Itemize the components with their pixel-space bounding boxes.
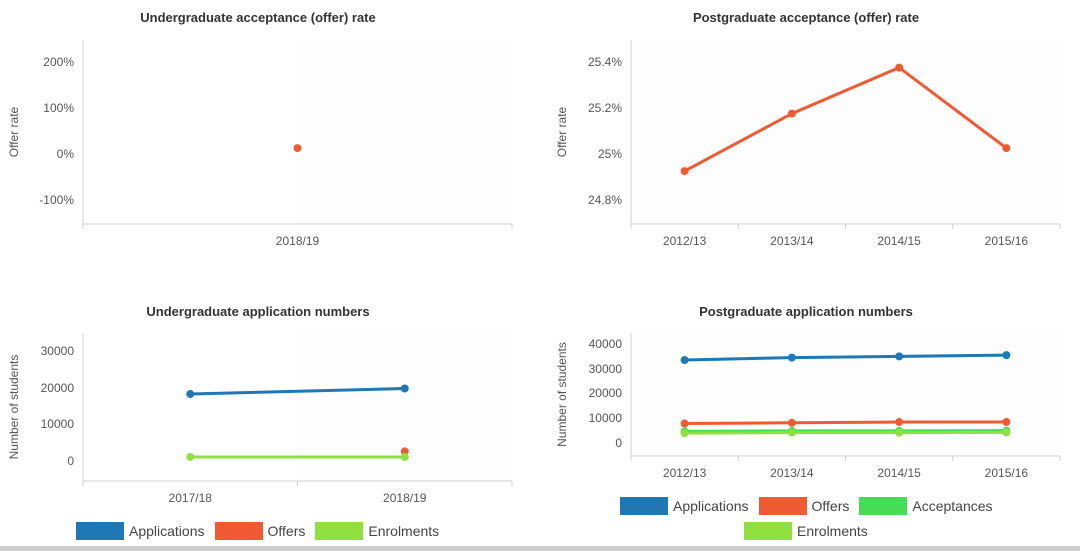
legend-item-offers[interactable]: Offers: [214, 522, 306, 540]
data-point-applications: [400, 384, 409, 393]
data-point-applications: [186, 390, 195, 399]
data-point-applications: [787, 353, 796, 362]
data-point-offers: [1002, 418, 1011, 427]
legend-label: Applications: [673, 498, 749, 514]
data-point-offers: [787, 418, 796, 427]
data-point-applications: [680, 356, 689, 365]
chart-title: Postgraduate application numbers: [699, 304, 913, 319]
legend-swatch-enrolments: [315, 522, 364, 540]
x-tick-label: 2018/19: [276, 234, 320, 248]
pg-apps-legend-row2: Enrolments: [744, 522, 878, 540]
data-point-enrolments: [787, 428, 796, 437]
legend-label: Applications: [129, 523, 205, 539]
legend-swatch-offers: [214, 522, 263, 540]
x-tick-label: 2012/13: [663, 234, 707, 248]
chart-title: Postgraduate acceptance (offer) rate: [693, 10, 919, 25]
plot-band: [296, 40, 512, 224]
x-tick-label: 2013/14: [770, 234, 814, 248]
y-axis-label: Number of students: [7, 355, 21, 460]
y-tick-label: 100%: [43, 101, 74, 115]
series-line-applications: [684, 353, 1007, 362]
ug-apps-legend: Applications Offers Enrolments: [76, 522, 449, 540]
x-tick-label: 2012/13: [663, 466, 707, 480]
legend-swatch-enrolments: [744, 522, 792, 540]
y-tick-label: 40000: [589, 337, 623, 351]
data-point-offers: [680, 419, 689, 428]
pg-apps-legend: Applications Offers Acceptances: [620, 497, 1003, 515]
y-tick-label: 25%: [598, 147, 622, 161]
data-point-enrolments: [400, 452, 409, 461]
legend-item-enrolments[interactable]: Enrolments: [744, 522, 868, 540]
legend-swatch-offers: [758, 497, 807, 515]
data-point-offers: [1002, 144, 1011, 153]
x-tick-label: 2015/16: [985, 466, 1029, 480]
legend-item-applications[interactable]: Applications: [76, 522, 205, 540]
data-point-offers: [787, 109, 796, 118]
y-axis-label: Offer rate: [7, 106, 21, 157]
chart-pg_apps: Postgraduate application numbers Number o…: [555, 304, 1061, 480]
plot-band: [631, 333, 1060, 456]
legend-swatch-applications: [76, 522, 124, 540]
legend-swatch-acceptances: [859, 497, 908, 515]
series-line-offers: [683, 65, 1008, 173]
y-tick-label: 24.8%: [588, 193, 622, 207]
y-axis-label: Offer rate: [555, 106, 569, 157]
series-line-offers: [684, 420, 1007, 426]
x-tick-label: 2017/18: [169, 491, 213, 505]
y-axis-label: Number of students: [555, 342, 569, 447]
data-point-enrolments: [1002, 428, 1011, 437]
y-tick-label: 25.4%: [588, 55, 622, 69]
series-line-enrolments: [684, 430, 1007, 435]
y-tick-label: 25.2%: [588, 101, 622, 115]
x-tick-label: 2013/14: [770, 466, 814, 480]
series-line-applications: [190, 387, 405, 396]
chart-ug_rate: Undergraduate acceptance (offer) rate Off…: [7, 10, 513, 248]
y-tick-label: -100%: [39, 193, 74, 207]
y-tick-label: 0%: [57, 147, 75, 161]
y-tick-label: 30000: [589, 362, 623, 376]
data-point-enrolments: [895, 428, 904, 437]
x-tick-label: 2014/15: [877, 234, 921, 248]
y-tick-label: 30000: [41, 344, 75, 358]
y-tick-label: 10000: [589, 411, 623, 425]
legend-item-enrolments[interactable]: Enrolments: [315, 522, 439, 540]
series-line-acceptances: [684, 429, 1007, 433]
legend-swatch-applications: [620, 497, 668, 515]
y-tick-label: 0: [67, 454, 74, 468]
data-point-applications: [1002, 351, 1011, 360]
bottom-scrollbar: [0, 546, 1080, 551]
legend-label: Offers: [811, 498, 850, 514]
legend-item-applications[interactable]: Applications: [620, 497, 749, 515]
data-point-offers: [895, 63, 904, 72]
legend-label: Acceptances: [912, 498, 993, 514]
chart-title: Undergraduate application numbers: [146, 304, 369, 319]
x-tick-label: 2018/19: [383, 491, 427, 505]
data-point-offers: [400, 447, 409, 456]
data-point-offers: [680, 167, 689, 176]
y-tick-label: 20000: [41, 381, 75, 395]
legend-item-acceptances[interactable]: Acceptances: [859, 497, 993, 515]
data-point-offers: [895, 418, 904, 427]
legend-item-offers[interactable]: Offers: [758, 497, 850, 515]
y-tick-label: 0: [615, 436, 622, 450]
y-tick-label: 20000: [589, 386, 623, 400]
y-tick-label: 200%: [43, 55, 74, 69]
legend-label: Enrolments: [797, 523, 868, 539]
y-tick-label: 10000: [41, 417, 75, 431]
data-point-offers: [293, 144, 302, 153]
legend-label: Offers: [267, 523, 306, 539]
x-tick-label: 2015/16: [985, 234, 1029, 248]
chart-ug_apps: Undergraduate application numbers Number …: [7, 304, 513, 505]
x-tick-label: 2014/15: [877, 466, 921, 480]
legend-label: Enrolments: [368, 523, 440, 539]
chart-title: Undergraduate acceptance (offer) rate: [140, 10, 376, 25]
plot-band: [631, 40, 1060, 224]
data-point-applications: [895, 352, 904, 361]
data-point-enrolments: [680, 429, 689, 438]
chart-pg_rate: Postgraduate acceptance (offer) rate Offe…: [555, 10, 1061, 248]
data-point-enrolments: [186, 452, 195, 461]
